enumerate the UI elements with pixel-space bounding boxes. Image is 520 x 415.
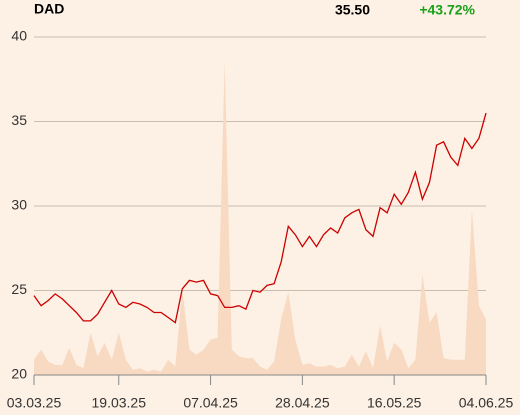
volume-area: [34, 62, 486, 376]
x-tick-label: 16.05.25: [367, 395, 422, 411]
y-tick-label: 20: [11, 366, 27, 382]
x-tick-label: 19.03.25: [92, 395, 147, 411]
x-tick-label: 07.04.25: [183, 395, 238, 411]
y-tick-label: 30: [11, 197, 27, 213]
x-tick-label: 03.03.25: [7, 395, 62, 411]
price: 35.50: [335, 2, 370, 18]
x-tick-label: 04.06.25: [459, 395, 514, 411]
price-line: [33, 112, 487, 324]
y-tick-label: 25: [11, 281, 27, 297]
x-tick-label: 28.04.25: [275, 395, 330, 411]
y-tick-label: 35: [11, 112, 27, 128]
y-tick-label: 40: [11, 28, 27, 44]
chart-title: DAD: [34, 1, 64, 17]
change: +43.72%: [419, 2, 475, 18]
